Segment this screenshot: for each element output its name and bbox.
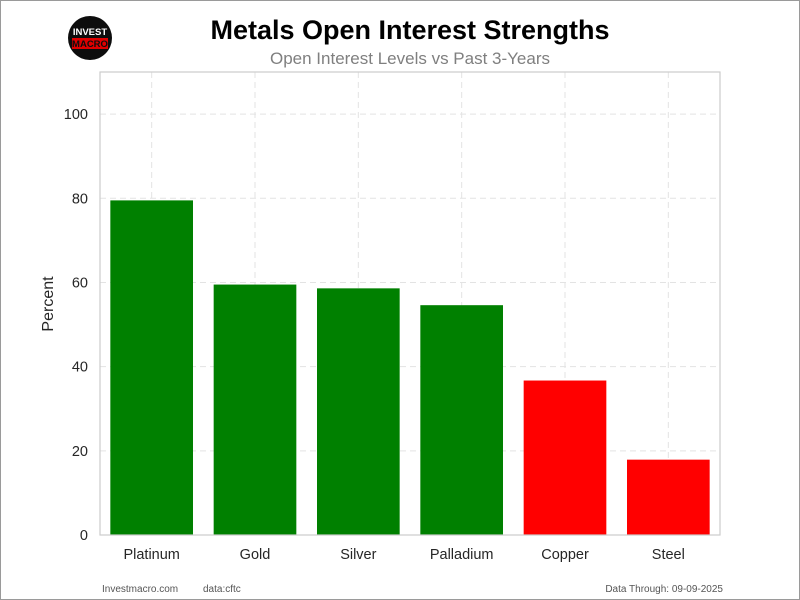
footer-source: data:cftc [203, 584, 241, 595]
x-tick-label: Palladium [430, 547, 494, 563]
y-tick-label: 40 [72, 360, 88, 376]
y-axis-label: Percent [40, 276, 57, 332]
investmacro-logo: INVEST MACRO [68, 16, 112, 60]
y-tick-label: 0 [80, 528, 88, 544]
bar-silver [317, 288, 400, 535]
bar-copper [523, 380, 607, 535]
x-tick-label: Steel [652, 547, 685, 563]
chart-title: Metals Open Interest Strengths [210, 15, 609, 45]
footer-site: Investmacro.com [102, 584, 178, 595]
y-tick-label: 100 [64, 107, 88, 123]
bars [110, 200, 710, 536]
x-tick-label: Platinum [123, 547, 179, 563]
bar-gold [213, 284, 297, 535]
logo-line-2: MACRO [72, 39, 108, 50]
x-tick-label: Gold [240, 547, 271, 563]
bar-platinum [110, 200, 193, 536]
plot-area-border [99, 71, 721, 536]
logo-line-1: INVEST [73, 27, 108, 38]
x-tick-label: Silver [340, 547, 376, 563]
y-tick-label: 80 [72, 191, 88, 207]
bar-palladium [420, 305, 503, 535]
footer-data-through: Data Through: 09-09-2025 [605, 584, 723, 595]
bar-steel [627, 459, 710, 535]
chart-subtitle: Open Interest Levels vs Past 3-Years [270, 49, 550, 68]
x-axis-ticks: Platinum Gold Silver Palladium Copper Steel [123, 547, 684, 563]
y-tick-label: 60 [72, 275, 88, 291]
y-tick-label: 20 [72, 444, 88, 460]
y-axis-ticks: 0 20 40 60 80 100 [64, 107, 88, 544]
x-tick-label: Copper [541, 547, 589, 563]
